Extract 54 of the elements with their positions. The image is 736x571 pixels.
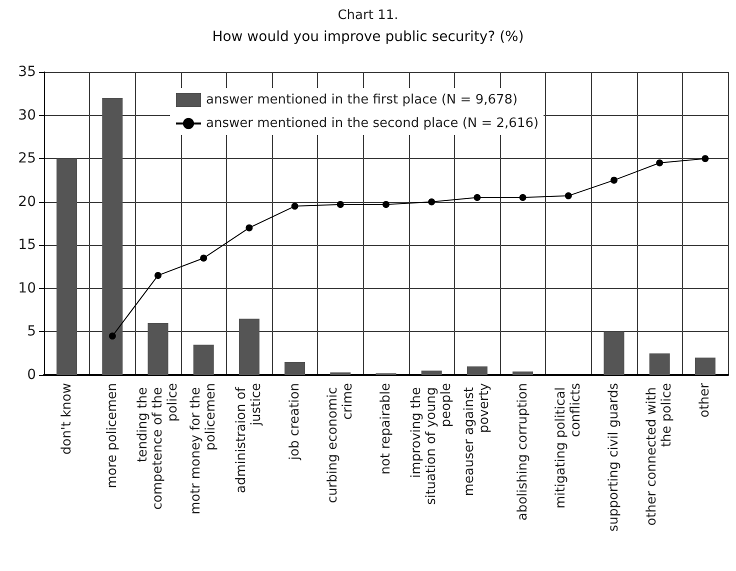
x-tick-label: curbing economic crime (325, 383, 356, 504)
bar (694, 358, 716, 375)
x-tick-label: not repairable (378, 383, 394, 474)
point (291, 202, 298, 210)
bar (330, 372, 351, 375)
y-tick-label: 25 (18, 150, 36, 167)
point (610, 176, 618, 184)
point (200, 254, 208, 262)
x-tick-label: more policemen (104, 383, 120, 488)
bar (284, 362, 306, 375)
bar (56, 158, 78, 375)
point (108, 332, 116, 340)
point (382, 200, 390, 208)
point (702, 155, 709, 162)
y-tick-label: 15 (18, 237, 36, 254)
x-tick-label: don't know (59, 382, 74, 455)
x-tick-label: abolishing corruption (515, 383, 530, 521)
x-tick-label: other (698, 382, 713, 418)
bar (193, 344, 214, 375)
y-tick-label: 10 (18, 280, 36, 296)
point (428, 198, 436, 206)
legend-label: answer mentioned in the first place (N = 9,678) (206, 92, 518, 108)
point (246, 224, 253, 232)
bar (238, 318, 260, 375)
point (336, 200, 344, 208)
point (154, 272, 162, 279)
y-tick-label: 35 (18, 64, 36, 80)
y-tick-label: 0 (27, 367, 36, 383)
x-tick-label: job creation (287, 383, 302, 462)
y-tick-label: 30 (18, 107, 36, 124)
y-tick-label: 5 (27, 324, 36, 340)
legend-label: answer mentioned in the second place (N = 2,616) (206, 116, 539, 131)
point (656, 159, 664, 166)
bar (512, 372, 534, 375)
x-tick-label: meauser against poverty (462, 382, 492, 496)
x-tick-label: motr money for the policemen (188, 383, 219, 514)
chart-title: Chart 11. (338, 8, 398, 23)
x-tick-label: administraion of justice (234, 383, 264, 494)
bar (649, 353, 670, 375)
bar (148, 323, 168, 375)
bar (604, 332, 624, 375)
x-tick-label: supporting civil guards (606, 382, 622, 532)
bar (102, 98, 123, 375)
x-tick-label: other connected with the police (644, 383, 675, 526)
x-tick-label: tending the competence of the police (136, 383, 180, 510)
point (474, 194, 481, 202)
chart-subtitle: How would you improve public security? (%) (212, 29, 524, 45)
point (519, 194, 526, 202)
bar (466, 366, 488, 375)
bar (421, 370, 442, 375)
point (564, 192, 572, 200)
y-tick-label: 20 (18, 194, 36, 210)
x-tick-label: mitigating political conflicts (553, 382, 584, 509)
x-tick-label: improving the situation of young people (409, 383, 454, 505)
